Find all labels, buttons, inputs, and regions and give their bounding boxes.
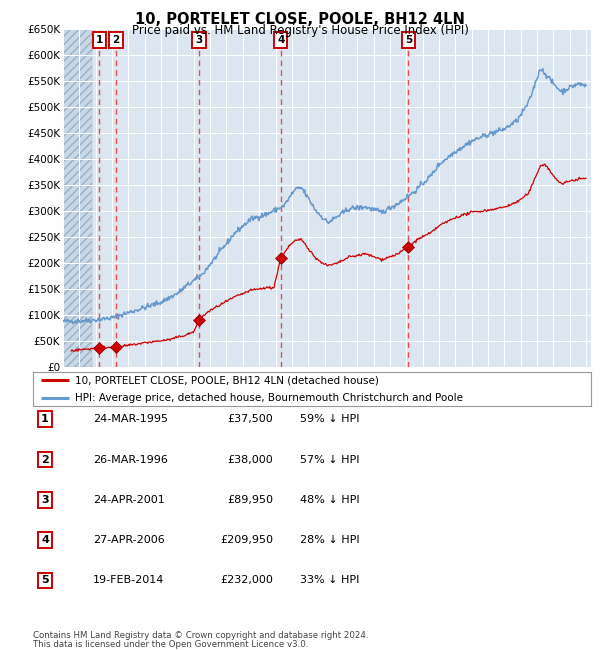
Text: 10, PORTELET CLOSE, POOLE, BH12 4LN: 10, PORTELET CLOSE, POOLE, BH12 4LN [135, 12, 465, 27]
Text: 2: 2 [41, 454, 49, 465]
Text: 5: 5 [41, 575, 49, 586]
Text: 26-MAR-1996: 26-MAR-1996 [93, 454, 168, 465]
Text: Contains HM Land Registry data © Crown copyright and database right 2024.: Contains HM Land Registry data © Crown c… [33, 631, 368, 640]
Text: £37,500: £37,500 [227, 414, 273, 424]
Text: HPI: Average price, detached house, Bournemouth Christchurch and Poole: HPI: Average price, detached house, Bour… [75, 393, 463, 403]
Text: 10, PORTELET CLOSE, POOLE, BH12 4LN (detached house): 10, PORTELET CLOSE, POOLE, BH12 4LN (det… [75, 376, 379, 385]
Text: 24-APR-2001: 24-APR-2001 [93, 495, 165, 505]
Text: 33% ↓ HPI: 33% ↓ HPI [300, 575, 359, 586]
Text: £89,950: £89,950 [227, 495, 273, 505]
Text: 2: 2 [112, 34, 119, 45]
Text: 1: 1 [96, 34, 103, 45]
Text: 3: 3 [196, 34, 203, 45]
Text: £38,000: £38,000 [227, 454, 273, 465]
Text: 1: 1 [41, 414, 49, 424]
Text: 59% ↓ HPI: 59% ↓ HPI [300, 414, 359, 424]
Text: Price paid vs. HM Land Registry's House Price Index (HPI): Price paid vs. HM Land Registry's House … [131, 24, 469, 37]
Text: 48% ↓ HPI: 48% ↓ HPI [300, 495, 359, 505]
Text: £232,000: £232,000 [220, 575, 273, 586]
Text: 19-FEB-2014: 19-FEB-2014 [93, 575, 164, 586]
Text: 5: 5 [405, 34, 412, 45]
Text: 28% ↓ HPI: 28% ↓ HPI [300, 535, 359, 545]
Text: 57% ↓ HPI: 57% ↓ HPI [300, 454, 359, 465]
Text: 27-APR-2006: 27-APR-2006 [93, 535, 165, 545]
Text: 4: 4 [41, 535, 49, 545]
Text: 3: 3 [41, 495, 49, 505]
Text: 4: 4 [277, 34, 284, 45]
Text: This data is licensed under the Open Government Licence v3.0.: This data is licensed under the Open Gov… [33, 640, 308, 649]
Text: 24-MAR-1995: 24-MAR-1995 [93, 414, 168, 424]
Text: £209,950: £209,950 [220, 535, 273, 545]
